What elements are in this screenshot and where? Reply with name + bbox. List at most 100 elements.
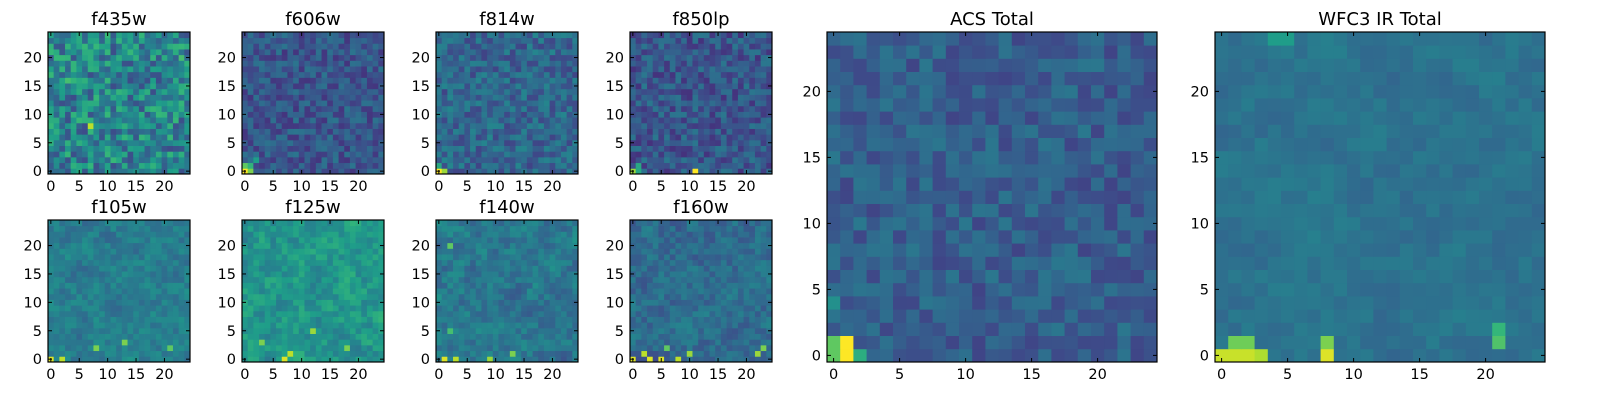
heatmap-cell — [138, 151, 145, 158]
heatmap-cell — [1025, 84, 1039, 99]
heatmap-cell — [121, 259, 128, 266]
x-tick-label: 0 — [628, 179, 637, 195]
heatmap-cell — [458, 100, 465, 107]
heatmap-cell — [293, 60, 300, 67]
heatmap-cell — [184, 105, 191, 112]
heatmap-cell — [853, 203, 867, 218]
heatmap-cell — [150, 94, 157, 101]
heatmap-cell — [264, 49, 271, 56]
heatmap-cell — [372, 265, 379, 272]
heatmap-cell — [669, 94, 676, 101]
heatmap-cell — [150, 344, 157, 352]
heatmap-cell — [492, 105, 499, 112]
heatmap-cell — [298, 49, 305, 56]
heatmap-cell — [76, 88, 83, 95]
heatmap-cell — [1038, 203, 1052, 218]
heatmap-cell — [110, 49, 117, 56]
heatmap-cell — [184, 100, 191, 107]
heatmap-cell — [242, 282, 249, 289]
heatmap-cell — [104, 299, 111, 306]
heatmap-cell — [155, 276, 162, 283]
heatmap-cell — [932, 98, 947, 112]
heatmap-cell — [104, 71, 111, 78]
heatmap-cell — [1077, 45, 1092, 59]
heatmap-cell — [121, 322, 128, 329]
heatmap-cell — [155, 225, 162, 232]
heatmap-cell — [566, 32, 573, 39]
heatmap-cell — [270, 60, 277, 67]
heatmap-cell — [344, 37, 351, 44]
heatmap-cell — [720, 145, 727, 152]
heatmap-cell — [253, 156, 260, 164]
y-tick-label: 15 — [218, 79, 236, 95]
heatmap-cell — [475, 77, 482, 84]
heatmap-cell — [492, 327, 499, 334]
heatmap-cell — [321, 88, 328, 95]
heatmap-cell — [344, 71, 351, 78]
heatmap-cell — [361, 237, 368, 244]
heatmap-cell — [65, 322, 72, 329]
heatmap-cell — [658, 100, 665, 107]
heatmap-cell — [1077, 348, 1092, 363]
heatmap-cell — [498, 49, 505, 56]
heatmap-cell — [447, 83, 454, 90]
heatmap-cell — [458, 293, 465, 300]
heatmap-cell — [344, 139, 351, 146]
heatmap-cell — [247, 350, 254, 357]
heatmap-cell — [549, 305, 556, 312]
heatmap-cell — [726, 122, 733, 129]
heatmap-cell — [293, 128, 300, 135]
heatmap-cell — [155, 71, 162, 78]
heatmap-cell — [315, 356, 322, 363]
heatmap-cell — [76, 66, 83, 73]
heatmap-cell — [349, 83, 356, 90]
heatmap-cell — [498, 128, 505, 135]
heatmap-cell — [138, 156, 145, 164]
heatmap-cell — [441, 37, 448, 44]
heatmap-cell — [349, 100, 356, 107]
heatmap-cell — [538, 94, 545, 101]
heatmap-cell — [366, 83, 374, 90]
heatmap-cell — [487, 327, 494, 334]
heatmap-cell — [1051, 84, 1065, 99]
heatmap-cell — [366, 242, 374, 249]
heatmap-cell — [766, 145, 773, 152]
heatmap-cell — [515, 339, 522, 346]
heatmap-cell — [276, 128, 283, 135]
heatmap-cell — [133, 122, 140, 129]
heatmap-cell — [703, 88, 710, 95]
heatmap-cell — [172, 333, 180, 340]
heatmap-cell — [53, 333, 60, 340]
heatmap-cell — [647, 105, 654, 112]
heatmap-cell — [315, 265, 322, 272]
heatmap-cell — [675, 156, 682, 164]
heatmap-cell — [144, 271, 151, 278]
heatmap-cell — [985, 335, 999, 350]
heatmap-cell — [372, 54, 379, 61]
heatmap-cell — [549, 105, 556, 112]
heatmap-cell — [315, 105, 322, 112]
heatmap-cell — [82, 83, 89, 90]
heatmap-cell — [172, 305, 180, 312]
heatmap-cell — [959, 137, 973, 152]
heatmap-cell — [447, 88, 454, 95]
heatmap-cell — [87, 248, 94, 255]
heatmap-cell — [1051, 32, 1065, 46]
heatmap-cell — [184, 134, 191, 141]
heatmap-cell — [726, 134, 733, 141]
heatmap-cell — [259, 293, 266, 300]
heatmap-cell — [372, 100, 379, 107]
heatmap-cell — [879, 309, 894, 323]
heatmap-cell — [127, 66, 134, 73]
heatmap-cell — [59, 254, 66, 261]
heatmap-cell — [1143, 256, 1158, 270]
heatmap-cell — [87, 60, 94, 67]
heatmap-cell — [242, 66, 249, 73]
heatmap-cell — [720, 60, 727, 67]
heatmap-cell — [893, 111, 907, 125]
heatmap-cell — [521, 322, 528, 329]
heatmap-cell — [945, 216, 960, 231]
heatmap-cell — [138, 225, 145, 232]
heatmap-cell — [866, 309, 881, 323]
